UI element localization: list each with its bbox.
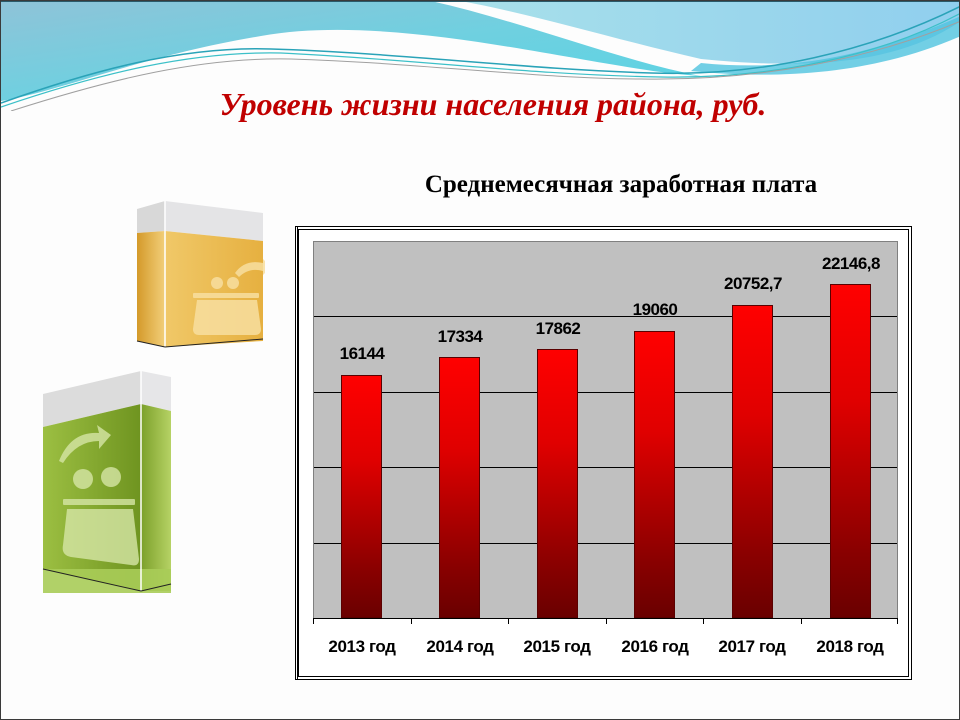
x-label-2015: 2015 год — [523, 637, 591, 656]
bar-2018 — [830, 284, 871, 618]
gridline-20000 — [314, 316, 897, 317]
x-label-2018: 2018 год — [816, 637, 884, 656]
x-tick — [703, 618, 704, 624]
bar-2017 — [732, 305, 773, 618]
x-label-2016: 2016 год — [621, 637, 689, 656]
x-tick — [897, 618, 898, 624]
data-label-2015: 17862 — [535, 319, 581, 338]
wallet-box-yellow-icon — [136, 201, 265, 348]
plot-area — [313, 241, 898, 618]
bar-2016 — [634, 331, 675, 618]
wave-header-decoration — [1, 1, 959, 111]
wallet-box-green-icon — [42, 371, 172, 593]
bar-2015 — [537, 349, 578, 618]
slide-title: Уровень жизни населения района, руб. — [219, 86, 767, 122]
x-tick — [508, 618, 509, 624]
data-label-2018: 22146,8 — [822, 254, 880, 273]
x-label-2017: 2017 год — [718, 637, 786, 656]
x-label-2013: 2013 год — [328, 637, 396, 656]
x-tick — [313, 618, 314, 624]
x-tick — [411, 618, 412, 624]
gridline-15000 — [314, 392, 897, 393]
data-label-2017: 20752,7 — [724, 274, 782, 293]
bar-2014 — [439, 357, 480, 618]
data-label-2013: 16144 — [339, 344, 385, 363]
x-label-2014: 2014 год — [426, 637, 494, 656]
gridline-10000 — [314, 467, 897, 468]
x-tick — [801, 618, 802, 624]
data-label-2014: 17334 — [437, 327, 483, 346]
bar-2013 — [341, 375, 382, 618]
gridline-5000 — [314, 543, 897, 544]
x-tick — [606, 618, 607, 624]
chart-title: Среднемесячная заработная плата — [424, 171, 818, 198]
x-axis — [313, 618, 898, 619]
data-label-2016: 19060 — [632, 300, 678, 319]
